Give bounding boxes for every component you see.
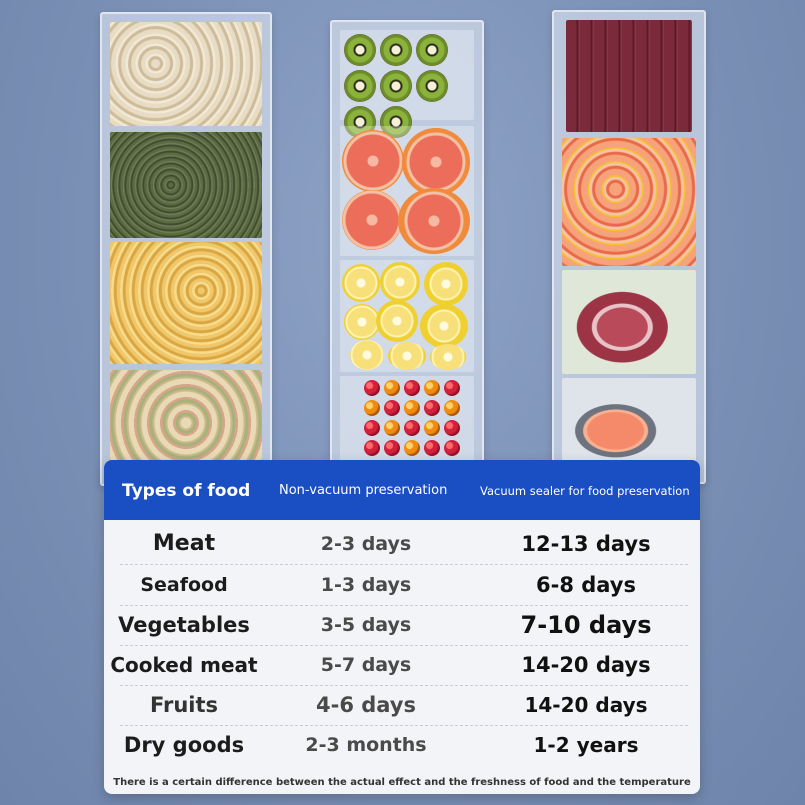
food-type-cell: Dry goods (123, 733, 245, 757)
table-row: Vegetables 3-5 days 7-10 days (118, 605, 688, 646)
food-type-cell: Vegetables (118, 613, 250, 637)
non-vacuum-cell: 4-6 days (316, 693, 416, 717)
tomato (404, 380, 420, 396)
table-row: Meat 2-3 days 12-13 days (120, 524, 688, 565)
tomato (364, 420, 380, 436)
vacuum-cell: 14-20 days (524, 693, 648, 717)
tomato (384, 420, 400, 436)
tomato (444, 420, 460, 436)
kiwi-slice (344, 70, 376, 102)
non-vacuum-cell: 2-3 months (305, 734, 427, 756)
shrimp-bag (562, 138, 696, 266)
table-row: Cooked meat 5-7 days 14-20 days (110, 645, 688, 686)
lemon-slice (376, 300, 418, 342)
tomato (424, 420, 440, 436)
vacuum-cell: 7-10 days (520, 611, 652, 639)
tomato (444, 440, 460, 456)
steak-bag (562, 270, 696, 374)
tomato (444, 400, 460, 416)
grapefruit-slice (402, 128, 470, 196)
vacuum-cell: 6-8 days (536, 573, 636, 597)
vacuum-cell: 14-20 days (521, 653, 651, 677)
tomato (364, 440, 380, 456)
seeds-bag (110, 22, 262, 126)
footnote: There is a certain difference between th… (113, 777, 691, 788)
tomato (364, 400, 380, 416)
vacuum-cell: 12-13 days (521, 532, 651, 556)
corn-bag (110, 242, 262, 364)
preservation-table: Types of food Non-vacuum preservation Va… (104, 460, 700, 794)
lemon-slice (344, 304, 380, 340)
food-type-cell: Cooked meat (110, 653, 258, 677)
kiwi-slice (416, 70, 448, 102)
tomato (424, 400, 440, 416)
sausages-bag (566, 20, 692, 132)
header-vacuum: Vacuum sealer for food preservation (480, 484, 690, 498)
tomato (384, 380, 400, 396)
non-vacuum-cell: 3-5 days (320, 614, 412, 636)
tomatoes-bag (340, 376, 474, 464)
lemon-slice (388, 342, 426, 370)
kiwi-slice (380, 70, 412, 102)
lemon-slice (420, 304, 468, 348)
tomato (364, 380, 380, 396)
table-header: Types of food Non-vacuum preservation Va… (104, 460, 700, 520)
table-row: Seafood 1-3 days 6-8 days (120, 565, 688, 606)
tomato (384, 440, 400, 456)
non-vacuum-cell: 1-3 days (320, 574, 412, 596)
food-type-cell: Meat (152, 531, 216, 556)
tomato (404, 400, 420, 416)
kiwi-slice (344, 34, 376, 66)
grapefruit-slice (342, 190, 402, 250)
lemon-slice (430, 344, 466, 370)
tomato (404, 420, 420, 436)
non-vacuum-cell: 5-7 days (320, 654, 412, 676)
header-non-vacuum: Non-vacuum preservation (279, 483, 448, 498)
food-type-cell: Seafood (140, 574, 228, 596)
bag-column-fruits (330, 20, 484, 474)
table-row: Fruits 4-6 days 14-20 days (120, 685, 688, 726)
tomato (424, 440, 440, 456)
kiwi-slice (416, 34, 448, 66)
pasta-bag (110, 370, 262, 476)
grapefruit-bag (340, 126, 474, 256)
tomato (404, 440, 420, 456)
kiwi-slice (380, 34, 412, 66)
vacuum-cell: 1-2 years (533, 733, 639, 757)
mung-beans-bag (110, 132, 262, 238)
tomato (424, 380, 440, 396)
grapefruit-slice (398, 188, 470, 254)
tomato (384, 400, 400, 416)
bag-column-meat (552, 10, 706, 484)
lemon-slice (350, 340, 384, 370)
kiwi-bag (340, 30, 474, 138)
lemon-slice (424, 262, 468, 306)
food-type-cell: Fruits (149, 693, 219, 717)
header-food-type: Types of food (122, 481, 251, 501)
grapefruit-slice (342, 130, 404, 192)
bag-column-dry-goods (100, 12, 272, 486)
table-row: Dry goods 2-3 months 1-2 years (120, 725, 688, 765)
lemon-slice (380, 262, 420, 302)
salmon-bag (562, 378, 696, 474)
non-vacuum-cell: 2-3 days (320, 533, 412, 555)
tomato (444, 380, 460, 396)
lemon-bag (340, 260, 474, 372)
lemon-slice (342, 264, 380, 302)
